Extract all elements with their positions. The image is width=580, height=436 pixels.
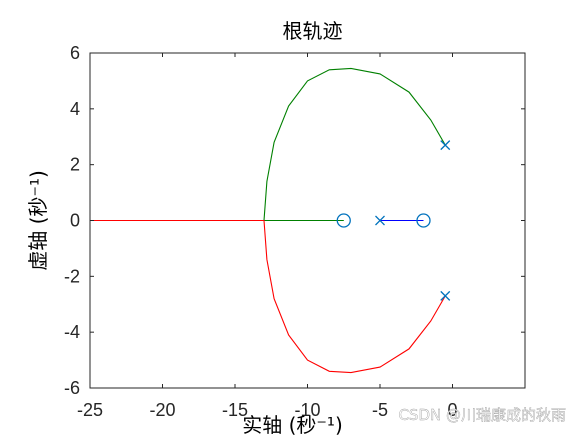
pole-marker-3 [440,290,451,301]
x-tick-label: -25 [77,400,103,420]
y-tick-label: -2 [64,266,80,286]
plot-area [90,67,451,374]
pole-marker-2 [440,140,451,151]
x-tick-label: 0 [447,400,457,420]
y-tick-label: 0 [70,211,80,231]
y-tick-label: 4 [70,99,80,119]
x-tick-label: -5 [372,400,388,420]
zero-marker-1 [336,213,351,228]
x-tick-label: -20 [149,400,175,420]
y-tick-label: -6 [64,378,80,398]
y-axis-label: 虚轴 (秒⁻¹) [26,170,50,271]
pole-marker-1 [375,215,385,226]
locus-branch-3 [90,219,446,374]
y-tick-label: 2 [70,155,80,175]
watermark-text: CSDN @川瑞康成的秋雨 [398,406,566,424]
y-tick-label: 6 [70,43,80,63]
x-tick-label: -15 [222,400,248,420]
x-tick-label: -10 [294,400,320,420]
x-axis-label: 实轴 (秒⁻¹) [242,413,343,436]
y-tick-label: -4 [64,322,80,342]
zero-marker-2 [416,213,431,228]
chart-title: 根轨迹 [283,19,343,43]
